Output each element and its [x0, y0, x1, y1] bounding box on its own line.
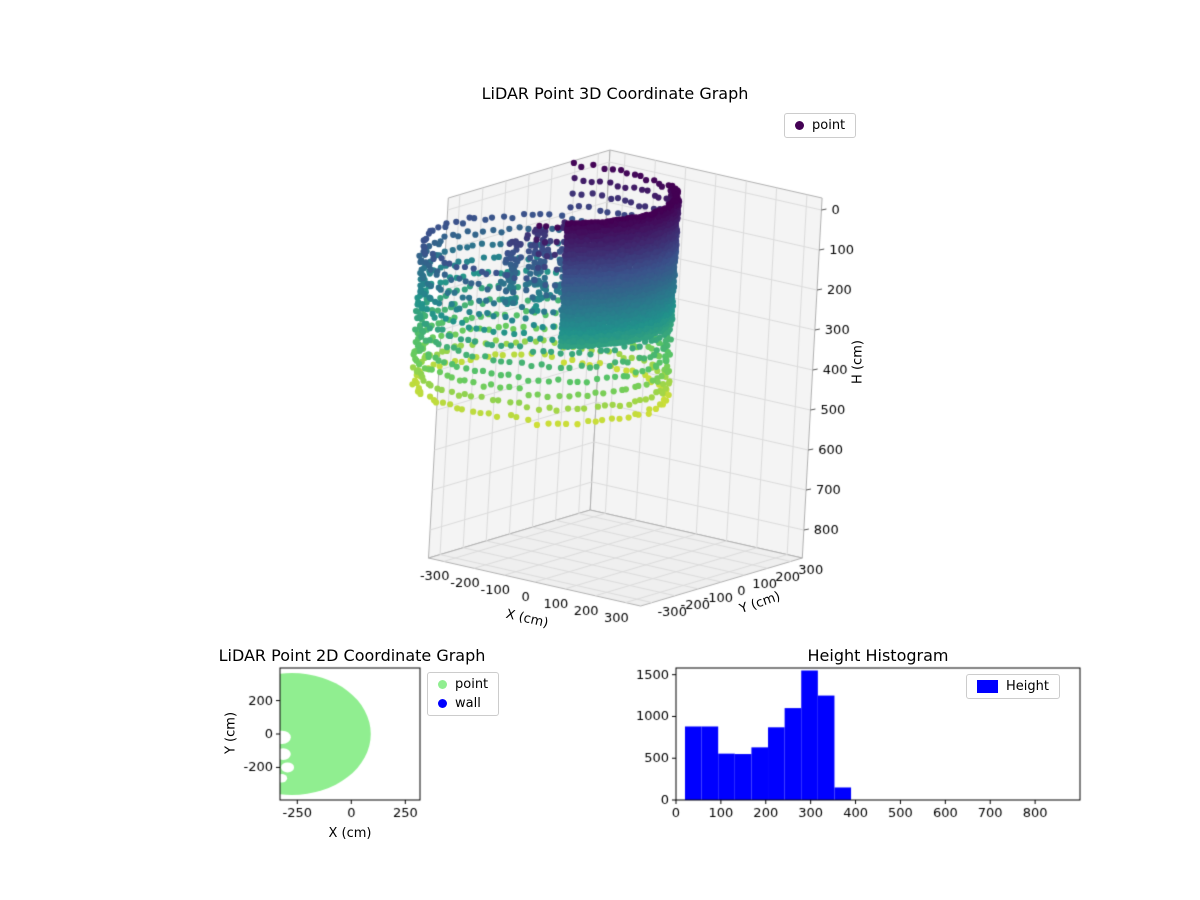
legend-label-height: Height [1006, 679, 1049, 694]
plot2d-xaxis-label: X (cm) [328, 826, 372, 841]
plot3d-title: LiDAR Point 3D Coordinate Graph [481, 84, 749, 103]
legend-row-point: point [795, 118, 845, 133]
plot3d-zaxis-label: H (cm) [850, 340, 866, 384]
height-patch-icon [977, 680, 998, 693]
legend-row-wall: wall [438, 696, 488, 711]
legend-label-point: point [455, 677, 489, 692]
plot2d-yaxis-label: Y (cm) [223, 711, 239, 755]
histogram-title: Height Histogram [807, 646, 949, 665]
plot2d-legend: point wall [427, 672, 500, 716]
legend-row-point: point [438, 677, 488, 692]
point-marker-icon [795, 121, 804, 130]
legend-label-point: point [812, 118, 846, 133]
legend-label-wall: wall [455, 696, 481, 711]
plot3d-legend: point [784, 113, 857, 138]
histogram-legend: Height [966, 674, 1060, 699]
point-marker-icon [438, 680, 447, 689]
wall-marker-icon [438, 699, 447, 708]
legend-row-height: Height [977, 679, 1049, 694]
plot2d-title: LiDAR Point 2D Coordinate Graph [218, 646, 486, 665]
